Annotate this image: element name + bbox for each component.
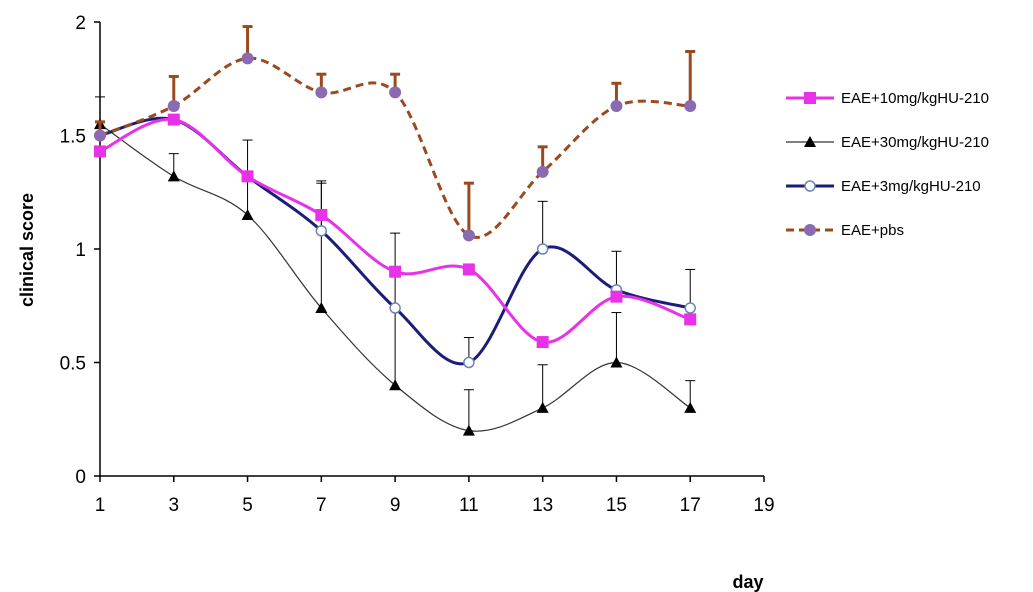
legend-label: EAE+pbs [841,222,904,239]
data-point-square [536,336,549,349]
axes [99,22,764,477]
x-tick-label: 9 [390,495,401,516]
data-point-dot [241,52,254,65]
data-point-triangle [536,401,549,413]
y-tick-label: 1 [75,240,86,261]
legend-label: EAE+3mg/kgHU-210 [841,178,981,195]
x-tick-label: 11 [459,495,479,516]
legend-label: EAE+30mg/kgHU-210 [841,134,989,151]
data-point-square [241,170,254,183]
data-point-circle [536,243,549,255]
series-layer [94,25,697,436]
data-point-circle [684,302,696,314]
data-point-dot [94,129,106,142]
data-point-square [315,208,328,221]
series-3 [94,25,697,242]
data-point-square [389,265,402,278]
data-point-square [610,290,623,303]
data-point-dot [610,99,623,112]
data-point-circle [389,302,401,314]
y-ticks: 0 0.5 1 1.5 2 [60,13,100,488]
x-tick-label: 3 [168,495,179,516]
data-point-triangle [684,401,697,413]
series-0 [94,113,697,349]
series-line [99,56,691,239]
x-tick-label: 17 [680,495,701,516]
data-point-dot [389,86,402,99]
data-point-dot [167,99,180,112]
data-point-square [167,113,180,126]
data-point-dot [462,229,475,242]
y-tick-label: 0 [75,467,86,488]
data-point-dot [315,86,328,99]
series-line [99,123,691,432]
data-point-triangle [462,424,475,436]
data-point-square [94,145,106,158]
x-tick-label: 13 [532,495,553,516]
x-tick-label: 1 [95,495,106,516]
data-point-dot [536,165,549,178]
data-point-triangle [804,136,816,147]
x-tick-label: 7 [316,495,327,516]
data-point-square [462,263,475,276]
data-point-circle [804,180,816,192]
data-point-dot [804,224,816,236]
data-point-triangle [241,208,254,220]
data-point-triangle [315,302,328,314]
y-tick-label: 2 [75,13,86,34]
y-tick-label: 0.5 [60,354,86,375]
legend-label: EAE+10mg/kgHU-210 [841,90,989,107]
data-point-square [684,313,697,326]
x-tick-label: 5 [242,495,253,516]
x-tick-label: 15 [606,495,627,516]
data-point-circle [315,225,328,237]
data-point-triangle [610,356,623,368]
data-point-square [804,92,816,104]
data-point-dot [684,99,697,112]
legend: EAE+10mg/kgHU-210 EAE+30mg/kgHU-210 EAE+3m… [786,90,989,239]
data-point-circle [463,356,475,369]
x-ticks: 1 3 5 7 9 11 13 15 17 19 [95,476,775,516]
series-1 [94,96,697,436]
y-axis-title: clinical score [17,193,37,307]
x-tick-label: 19 [753,495,774,516]
y-tick-label: 1.5 [60,127,86,148]
x-axis-title: day [732,572,763,592]
data-point-triangle [389,379,402,391]
data-point-triangle [167,170,180,182]
